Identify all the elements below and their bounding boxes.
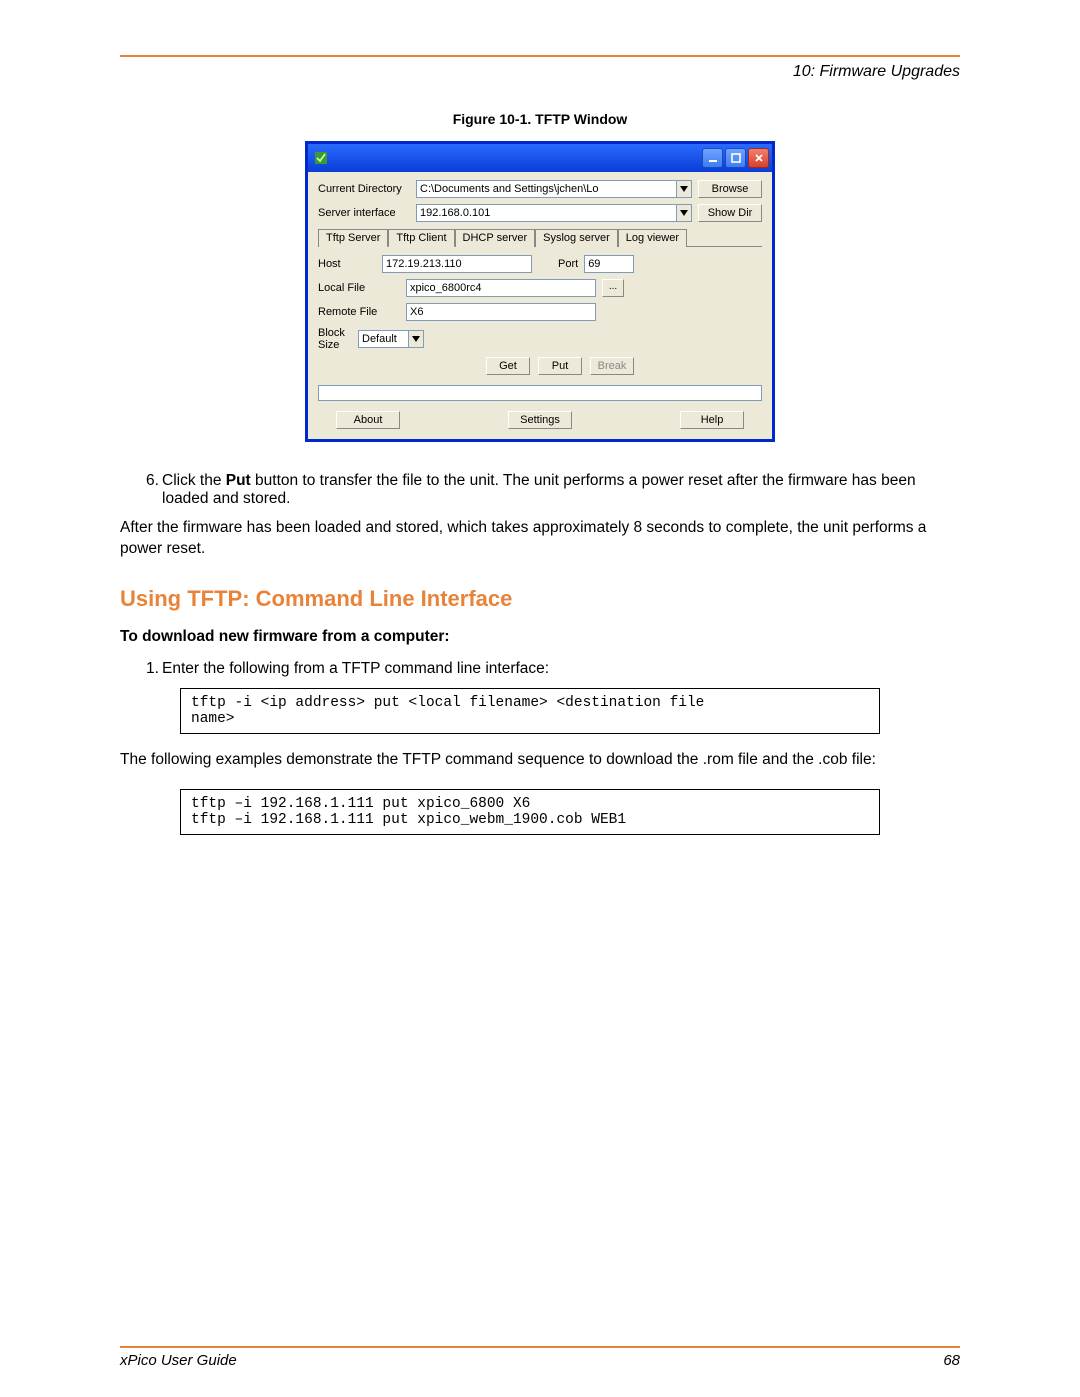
settings-button[interactable]: Settings — [508, 411, 572, 429]
blocksize-label-line2: Size — [318, 339, 339, 351]
window-controls — [702, 148, 769, 168]
port-field[interactable]: 69 — [584, 255, 634, 273]
showdir-button[interactable]: Show Dir — [698, 204, 762, 222]
about-button[interactable]: About — [336, 411, 400, 429]
current-dir-field[interactable]: C:\Documents and Settings\jchen\Lo — [416, 180, 676, 198]
tftp-window: Current Directory C:\Documents and Setti… — [305, 141, 775, 442]
step-6-body: Click the Put button to transfer the fil… — [162, 472, 960, 508]
step-1-body: Enter the following from a TFTP command … — [162, 660, 960, 678]
break-button: Break — [590, 357, 634, 375]
tab-dhcp-server[interactable]: DHCP server — [455, 229, 536, 247]
help-button[interactable]: Help — [680, 411, 744, 429]
footer-left: xPico User Guide — [120, 1352, 237, 1369]
para-after-step6: After the firmware has been loaded and s… — [120, 518, 960, 560]
footer: xPico User Guide 68 — [120, 1346, 960, 1369]
blocksize-dropdown-icon[interactable] — [408, 330, 424, 348]
remotefile-field[interactable]: X6 — [406, 303, 596, 321]
localfile-browse-button[interactable]: ... — [602, 279, 624, 297]
code-block-2: tftp –i 192.168.1.111 put xpico_6800 X6 … — [180, 789, 880, 835]
current-dir-dropdown-icon[interactable] — [676, 180, 692, 198]
footer-right: 68 — [943, 1352, 960, 1369]
tab-tftp-client[interactable]: Tftp Client — [388, 229, 454, 247]
app-icon — [314, 151, 328, 165]
step-1: 1. Enter the following from a TFTP comma… — [120, 660, 960, 678]
minimize-button[interactable] — [702, 148, 723, 168]
blocksize-label-line1: Block — [318, 327, 345, 339]
host-field[interactable]: 172.19.213.110 — [382, 255, 532, 273]
close-button[interactable] — [748, 148, 769, 168]
step-6-bold: Put — [226, 472, 251, 489]
maximize-button[interactable] — [725, 148, 746, 168]
tab-syslog-server[interactable]: Syslog server — [535, 229, 618, 247]
header-rule — [120, 55, 960, 57]
step-6-pre: Click the — [162, 472, 226, 489]
blocksize-field[interactable]: Default — [358, 330, 408, 348]
section-heading: Using TFTP: Command Line Interface — [120, 586, 960, 612]
server-interface-label: Server interface — [318, 207, 410, 219]
port-label: Port — [558, 258, 578, 270]
put-button[interactable]: Put — [538, 357, 582, 375]
header-chapter: 10: Firmware Upgrades — [120, 63, 960, 81]
figure-caption: Figure 10-1. TFTP Window — [120, 111, 960, 127]
para-examples: The following examples demonstrate the T… — [120, 750, 960, 771]
step-6: 6. Click the Put button to transfer the … — [120, 472, 960, 508]
host-label: Host — [318, 258, 376, 270]
tab-tftp-server[interactable]: Tftp Server — [318, 229, 388, 247]
footer-rule — [120, 1346, 960, 1348]
browse-button[interactable]: Browse — [698, 180, 762, 198]
progress-bar — [318, 385, 762, 401]
blocksize-label: Block Size — [318, 327, 352, 351]
step-6-post: button to transfer the file to the unit.… — [162, 472, 916, 507]
window-body: Current Directory C:\Documents and Setti… — [308, 172, 772, 439]
tab-log-viewer[interactable]: Log viewer — [618, 229, 687, 247]
code-block-1: tftp -i <ip address> put <local filename… — [180, 688, 880, 734]
titlebar — [308, 144, 772, 172]
localfile-field[interactable]: xpico_6800rc4 — [406, 279, 596, 297]
server-interface-field[interactable]: 192.168.0.101 — [416, 204, 676, 222]
step-1-number: 1. — [120, 660, 146, 678]
remotefile-label: Remote File — [318, 306, 386, 318]
step-6-number: 6. — [120, 472, 146, 508]
sub-heading: To download new firmware from a computer… — [120, 628, 960, 646]
localfile-label: Local File — [318, 282, 376, 294]
server-interface-dropdown-icon[interactable] — [676, 204, 692, 222]
tabs: Tftp Server Tftp Client DHCP server Sysl… — [318, 228, 762, 247]
get-button[interactable]: Get — [486, 357, 530, 375]
current-dir-label: Current Directory — [318, 183, 410, 195]
